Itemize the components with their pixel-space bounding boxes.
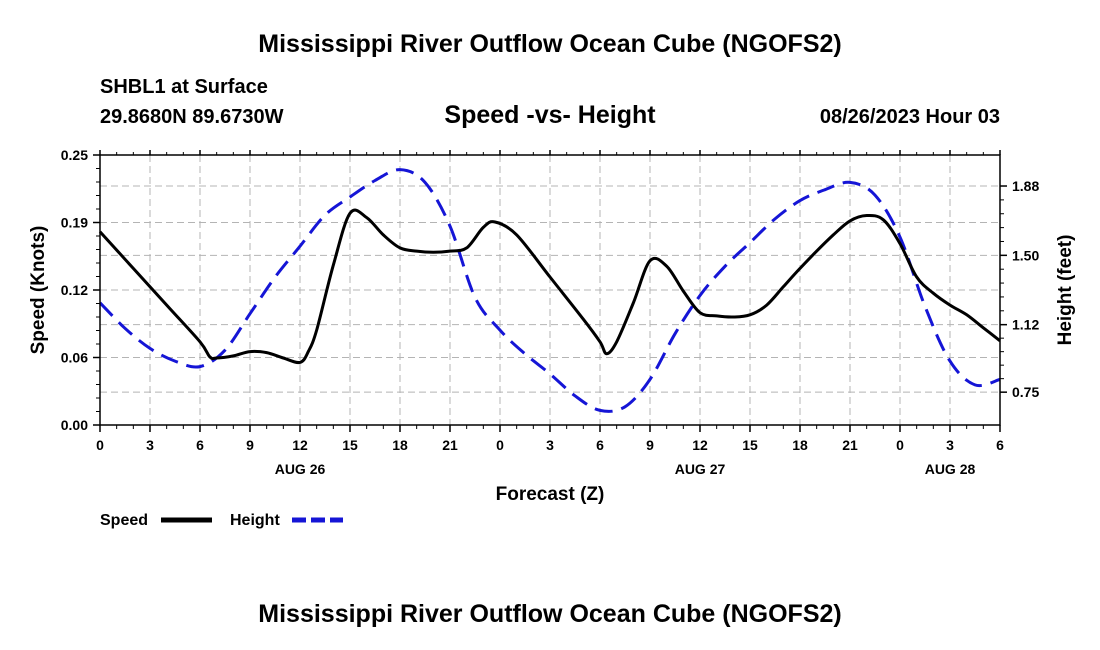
legend: Speed Height xyxy=(100,512,343,529)
x-tick-label: 6 xyxy=(596,437,604,453)
x-tick-label: 3 xyxy=(146,437,154,453)
x-tick-label: 12 xyxy=(292,437,308,453)
date-label: AUG 27 xyxy=(675,461,726,477)
x-tick-label: 0 xyxy=(496,437,504,453)
left-y-tick-label: 0.19 xyxy=(61,215,88,231)
x-tick-label: 18 xyxy=(792,437,808,453)
left-axis-title: Speed (Knots) xyxy=(28,226,49,355)
forecast-datetime: 08/26/2023 Hour 03 xyxy=(819,106,1000,128)
legend-height-label: Height xyxy=(230,512,280,529)
x-tick-label: 12 xyxy=(692,437,708,453)
date-label: AUG 28 xyxy=(925,461,976,477)
right-axis-title: Height (feet) xyxy=(1055,235,1076,346)
x-tick-label: 21 xyxy=(442,437,458,453)
x-tick-label: 9 xyxy=(646,437,654,453)
x-tick-label: 18 xyxy=(392,437,408,453)
left-y-tick-label: 0.12 xyxy=(61,282,88,298)
legend-speed-label: Speed xyxy=(100,512,148,529)
x-tick-label: 3 xyxy=(946,437,954,453)
x-tick-label: 3 xyxy=(546,437,554,453)
grid xyxy=(99,154,1001,426)
footer-title: Mississippi River Outflow Ocean Cube (NG… xyxy=(258,600,842,628)
axis-labels: Forecast (Z) Speed (Knots) Height (feet) xyxy=(28,226,1076,505)
x-tick-label: 15 xyxy=(742,437,758,453)
chart-title: Mississippi River Outflow Ocean Cube (NG… xyxy=(258,30,842,58)
x-tick-label: 9 xyxy=(246,437,254,453)
station-label: SHBL1 at Surface xyxy=(100,76,268,98)
right-y-tick-label: 1.12 xyxy=(1012,317,1039,333)
x-tick-label: 21 xyxy=(842,437,858,453)
x-tick-label: 6 xyxy=(996,437,1004,453)
date-label: AUG 26 xyxy=(275,461,326,477)
x-axis-title: Forecast (Z) xyxy=(496,484,605,505)
chart-subtitle: Speed -vs- Height xyxy=(444,101,656,129)
right-y-tick-label: 0.75 xyxy=(1012,384,1039,400)
right-y-tick-label: 1.50 xyxy=(1012,247,1039,263)
station-coordinates: 29.8680N 89.6730W xyxy=(100,106,284,128)
x-tick-label: 15 xyxy=(342,437,358,453)
x-tick-label: 0 xyxy=(896,437,904,453)
series-layer xyxy=(98,168,1001,413)
speed-series-line xyxy=(98,208,1001,365)
axis-ticks: 0 3 6 9 12 15 18 21 0 3 6 9 12 15 18 21 0 3 6 AUG 26 AUG 27 A… xyxy=(61,147,1040,477)
x-tick-label: 6 xyxy=(196,437,204,453)
right-y-tick-label: 1.88 xyxy=(1012,178,1039,194)
x-tick-label: 0 xyxy=(96,437,104,453)
left-y-tick-label: 0.25 xyxy=(61,147,88,163)
left-y-tick-label: 0.06 xyxy=(61,350,88,366)
left-y-tick-label: 0.00 xyxy=(61,417,88,433)
height-series-line xyxy=(98,168,1001,413)
